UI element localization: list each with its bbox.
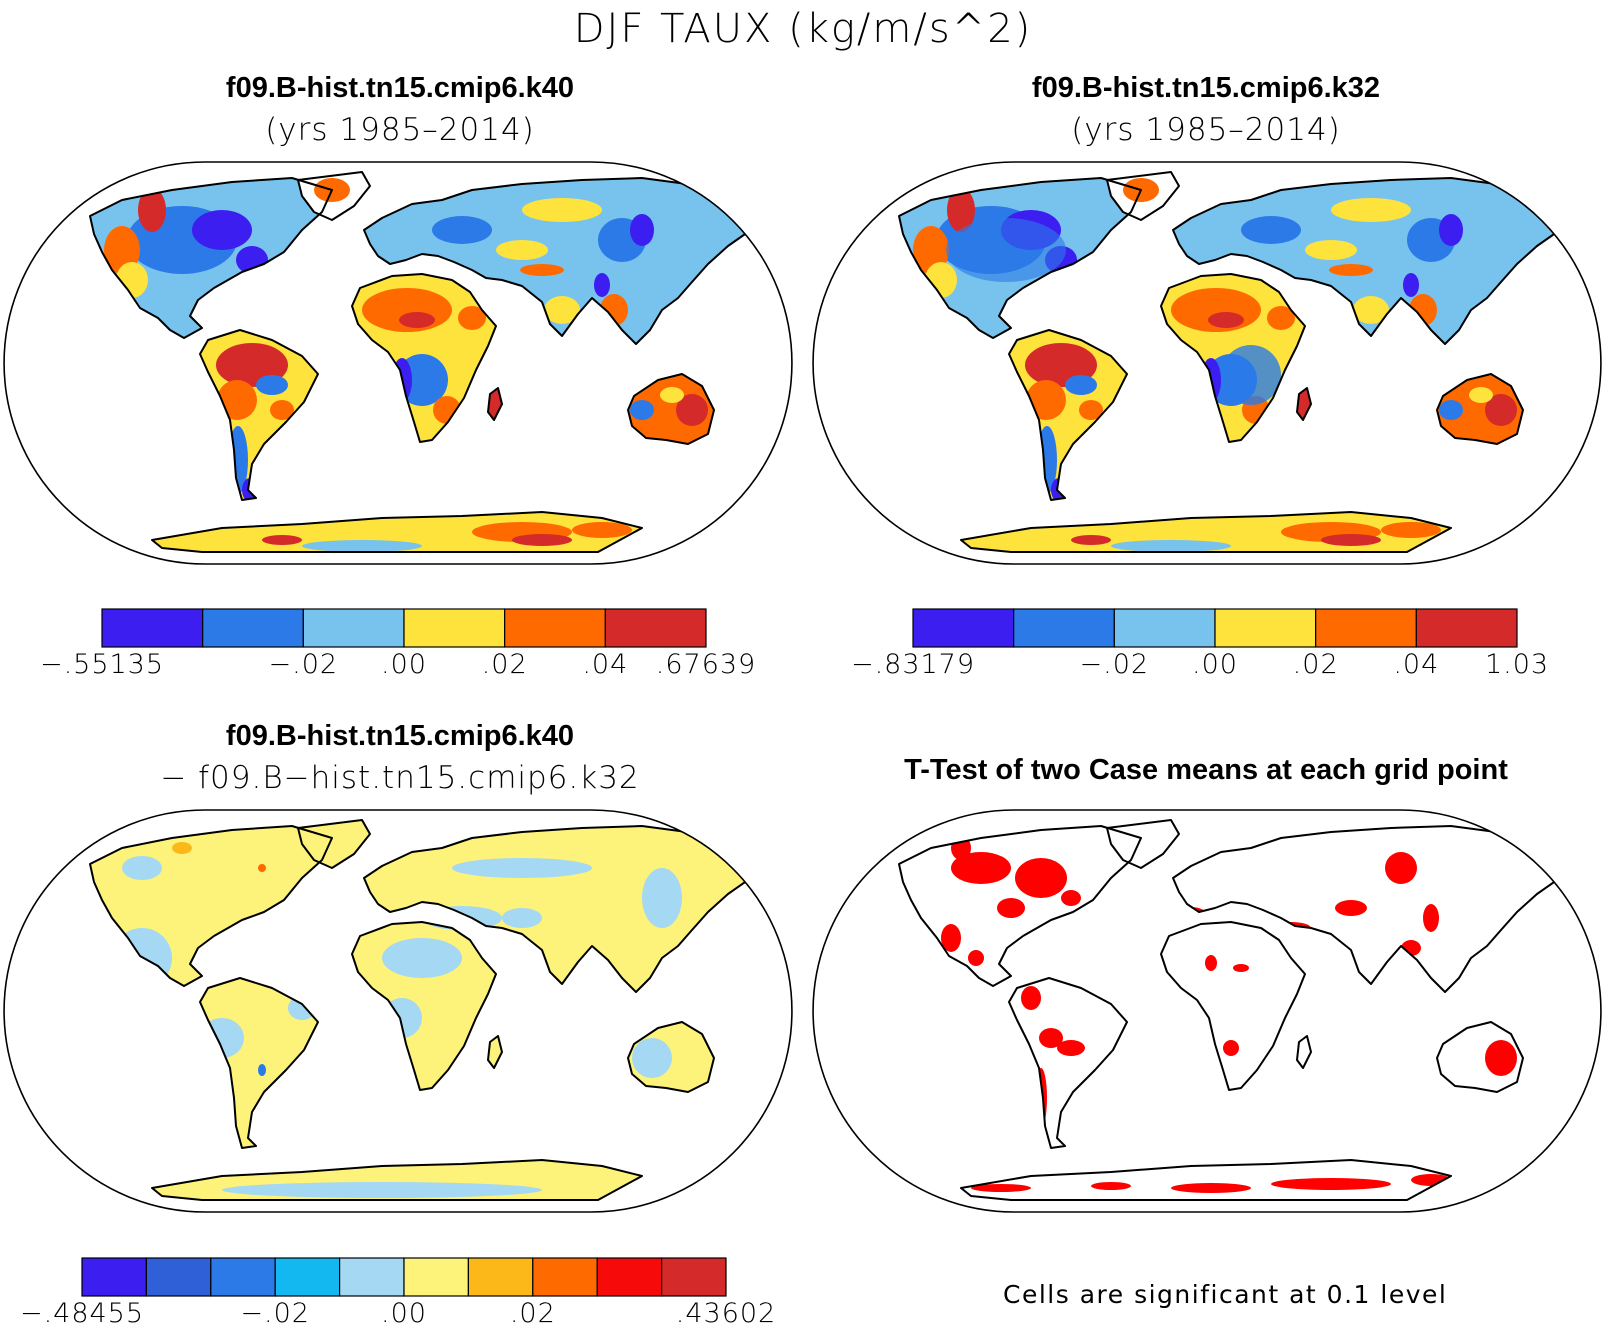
colorbar-swatch bbox=[532, 1257, 598, 1297]
colorbar-tick-label: .43602 bbox=[675, 1298, 777, 1329]
colorbar-swatch bbox=[274, 1257, 341, 1297]
colorbar-swatch bbox=[1113, 608, 1216, 648]
panel-2-colorbar bbox=[912, 608, 1518, 648]
panel-3-title: f09.B-hist.tn15.cmip6.k40 bbox=[225, 720, 575, 752]
colorbar-swatch bbox=[912, 608, 1015, 648]
colorbar-swatch bbox=[210, 1257, 276, 1297]
panel-3-subtitle: − f09.B−hist.tn15.cmip6.k32 bbox=[160, 760, 640, 796]
colorbar-tick-label: .02 bbox=[1292, 649, 1339, 680]
colorbar-swatch bbox=[1415, 608, 1518, 648]
colorbar-tick-label: .00 bbox=[1192, 649, 1238, 680]
panel-4-map bbox=[812, 809, 1602, 1213]
colorbar-tick-label: −.02 bbox=[268, 649, 339, 680]
colorbar-tick-label: .67639 bbox=[655, 649, 757, 680]
colorbar-swatch bbox=[403, 608, 506, 648]
colorbar-swatch bbox=[1214, 608, 1317, 648]
panel-4-title: T-Test of two Case means at each grid po… bbox=[904, 754, 1508, 786]
panel-3-map bbox=[3, 809, 793, 1213]
panel-2-map bbox=[812, 161, 1602, 565]
colorbar-swatch bbox=[467, 1257, 534, 1297]
colorbar-swatch bbox=[1013, 608, 1115, 648]
colorbar-swatch bbox=[302, 608, 405, 648]
colorbar-swatch bbox=[596, 1257, 663, 1297]
colorbar-tick-label: .02 bbox=[509, 1298, 556, 1329]
colorbar-swatch bbox=[339, 1257, 405, 1297]
colorbar-swatch bbox=[145, 1257, 212, 1297]
panel-2-subtitle: (yrs 1985–2014) bbox=[1071, 112, 1341, 148]
figure-title: DJF TAUX (kg/m/s^2) bbox=[573, 6, 1033, 52]
panel-3-colorbar bbox=[81, 1257, 727, 1297]
panel-1-colorbar bbox=[101, 608, 707, 648]
colorbar-tick-label: −.83179 bbox=[850, 649, 976, 680]
colorbar-tick-label: .04 bbox=[1393, 649, 1440, 680]
colorbar-swatch bbox=[101, 608, 204, 648]
colorbar-swatch bbox=[403, 1257, 470, 1297]
colorbar-swatch bbox=[1315, 608, 1417, 648]
colorbar-tick-label: −.48455 bbox=[19, 1298, 145, 1329]
colorbar-swatch bbox=[81, 1257, 148, 1297]
colorbar-swatch bbox=[504, 608, 606, 648]
colorbar-swatch bbox=[660, 1257, 727, 1297]
colorbar-tick-label: 1.03 bbox=[1484, 649, 1550, 680]
colorbar-tick-label: .02 bbox=[481, 649, 528, 680]
colorbar-tick-label: .00 bbox=[381, 649, 427, 680]
colorbar-tick-label: −.02 bbox=[1079, 649, 1150, 680]
colorbar-tick-label: .04 bbox=[582, 649, 629, 680]
panel-1-subtitle: (yrs 1985–2014) bbox=[265, 112, 535, 148]
panel-1-title: f09.B-hist.tn15.cmip6.k40 bbox=[225, 72, 575, 104]
colorbar-tick-label: .00 bbox=[381, 1298, 427, 1329]
colorbar-tick-label: −.55135 bbox=[39, 649, 165, 680]
panel-1-map bbox=[3, 161, 793, 565]
colorbar-swatch bbox=[202, 608, 304, 648]
colorbar-tick-label: −.02 bbox=[240, 1298, 310, 1329]
significance-note: Cells are significant at 0.1 level bbox=[1003, 1280, 1448, 1309]
panel-2-title: f09.B-hist.tn15.cmip6.k32 bbox=[1031, 72, 1381, 104]
colorbar-swatch bbox=[604, 608, 707, 648]
